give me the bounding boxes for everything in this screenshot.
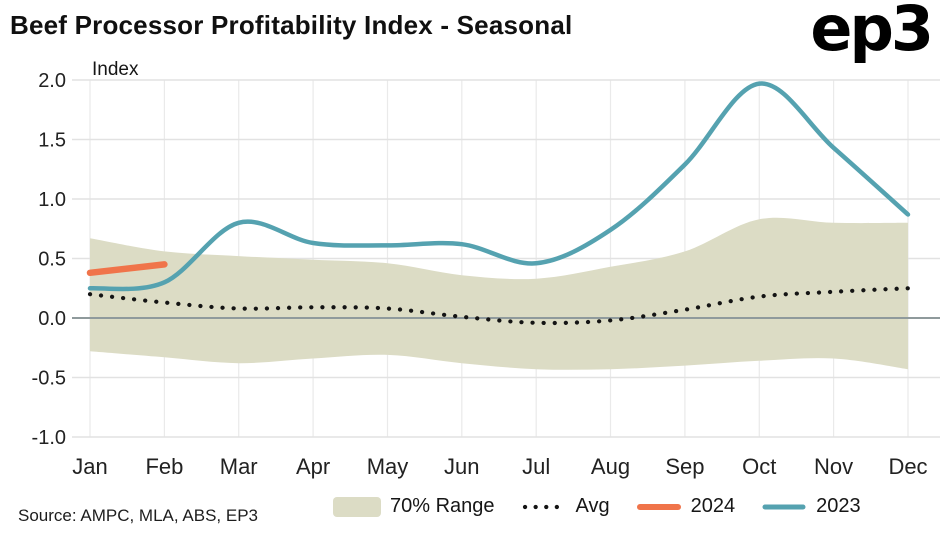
legend-item-70-range: 70% Range [333,495,495,518]
legend-label-range: 70% Range [390,495,495,517]
x-axis-tick-label: Apr [296,454,330,479]
dotted-line-icon [522,504,565,509]
x-axis-tick-label: Oct [742,454,776,479]
teal-line-icon [762,504,806,509]
x-axis-tick-label: Mar [220,454,258,479]
y-axis-tick-label: 2.0 [38,70,66,92]
seasonal-line-chart: 2.0 1.5 1.0 0.5 0.0 -0.5 -1.0 Jan Feb Mar Apr May Ju… [32,59,940,479]
chart-legend: 70% Range Avg 2024 2023 [333,495,861,518]
ep3-logo: ep3 [810,0,934,65]
seventy-percent-range-band [90,217,908,370]
y-axis-tick-label: -0.5 [32,368,66,390]
legend-item-2023: 2023 [761,495,861,518]
legend-label-avg: Avg [575,495,610,517]
y-axis-title: Index [92,59,139,80]
x-axis-tick-label: Dec [888,454,927,479]
series-line-avg [87,286,911,326]
x-axis-tick-label: May [367,454,409,479]
legend-label-2024: 2024 [690,495,736,517]
x-axis-tick-label: Sep [665,454,704,479]
x-axis-tick-label: Nov [814,454,853,479]
orange-line-icon [636,503,681,510]
source-note: Source: AMPC, MLA, ABS, EP3 [18,506,258,525]
legend-label-2023: 2023 [816,495,861,517]
legend-item-2024: 2024 [636,495,736,518]
x-axis-tick-label: Jan [72,454,107,479]
series-line-2023 [87,81,911,292]
y-axis-tick-label: -1.0 [32,427,66,449]
x-axis-tick-label: Jun [444,454,479,479]
series-line-2024 [86,261,168,277]
y-axis-tick-label: 0.5 [38,249,66,271]
x-axis-tick-label: Feb [145,454,183,479]
y-axis-tick-label: 1.5 [38,130,66,152]
page-title: Beef Processor Profitability Index - Sea… [10,10,573,40]
x-axis-tick-label: Jul [522,454,550,479]
legend-item-avg: Avg [521,495,610,518]
range-band-swatch-icon [333,496,381,517]
y-axis-tick-label: 0.0 [38,308,66,330]
x-axis-tick-label: Aug [591,454,630,479]
y-axis-tick-label: 1.0 [38,189,66,211]
